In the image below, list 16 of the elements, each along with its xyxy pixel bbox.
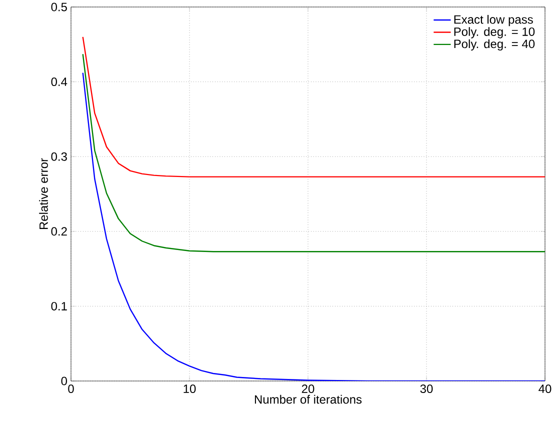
x-tick-label: 40 [538, 384, 552, 394]
y-tick-label: 0.2 [51, 227, 67, 236]
legend-label: Exact low pass [454, 14, 533, 26]
x-axis-title: Number of iterations [254, 394, 362, 404]
x-tick-label: 20 [302, 384, 314, 394]
x-tick-label: 10 [184, 384, 196, 394]
x-tick-label: 0 [68, 384, 74, 394]
y-tick-label: 0.5 [51, 2, 67, 12]
y-tick-label: 0.1 [51, 302, 67, 310]
y-tick-label: 0.3 [51, 152, 67, 161]
legend-label: Poly. deg. = 10 [454, 27, 535, 38]
x-tick-label: 30 [420, 384, 433, 394]
y-tick-label: 0.4 [51, 78, 68, 86]
y-axis-title: Relative error [39, 158, 48, 230]
legend-label: Poly. deg. = 40 [454, 39, 535, 51]
y-tick-label: 0 [61, 376, 68, 386]
